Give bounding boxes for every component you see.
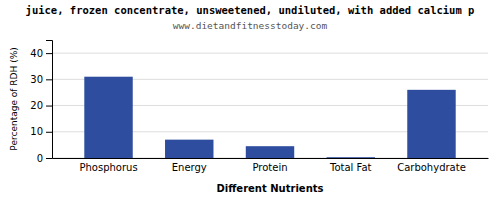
y-tick-mark [46, 53, 52, 54]
y-tick: 30 [30, 74, 52, 85]
x-tick: Total Fat [329, 158, 371, 173]
y-tick: 10 [30, 126, 52, 137]
bar [246, 146, 294, 158]
y-tick: 40 [30, 48, 52, 59]
x-tick-label: Total Fat [329, 162, 371, 173]
x-tick-label: Carbohydrate [397, 162, 466, 173]
y-tick-label: 20 [30, 100, 43, 111]
bar [407, 90, 455, 158]
x-tick-label: Protein [252, 162, 287, 173]
chart-svg: 0 10 20 30 40 Phosphorus Energy Protein Total Fa… [0, 0, 500, 200]
y-axis: 0 10 20 30 40 [30, 41, 52, 164]
x-tick: Energy [172, 158, 207, 173]
y-tick: 20 [30, 100, 52, 111]
bar [165, 140, 213, 158]
x-tick-label: Phosphorus [79, 162, 137, 173]
title: juice, frozen concentrate, unsweetened, … [26, 4, 475, 16]
x-tick: Carbohydrate [397, 158, 466, 173]
y-tick-mark [46, 106, 52, 107]
y-axis-line [46, 41, 53, 159]
y-axis-title: Percentage of RDH (%) [9, 47, 19, 150]
y-tick-label: 30 [30, 74, 43, 85]
x-tick-label: Energy [172, 162, 207, 173]
x-axis-title: Different Nutrients [217, 183, 324, 194]
x-tick: Phosphorus [79, 158, 137, 173]
y-tick-label: 10 [30, 126, 43, 137]
plot-area [84, 77, 455, 158]
y-tick-mark [46, 158, 52, 159]
subtitle: www.dietandfitnesstoday.com [173, 20, 328, 31]
x-tick: Protein [252, 158, 287, 173]
chart-container: 0 10 20 30 40 Phosphorus Energy Protein Total Fa… [0, 0, 500, 200]
y-tick: 0 [37, 153, 52, 164]
y-tick-label: 40 [30, 48, 43, 59]
y-tick-mark [46, 132, 52, 133]
y-tick-label: 0 [37, 153, 43, 164]
bar [327, 157, 375, 158]
grid [52, 53, 488, 158]
y-tick-mark [46, 79, 52, 80]
x-axis: Phosphorus Energy Protein Total Fat Carbohyd… [53, 158, 489, 173]
grid-line [52, 53, 488, 54]
x-axis-line [53, 158, 489, 159]
bar [84, 77, 132, 158]
